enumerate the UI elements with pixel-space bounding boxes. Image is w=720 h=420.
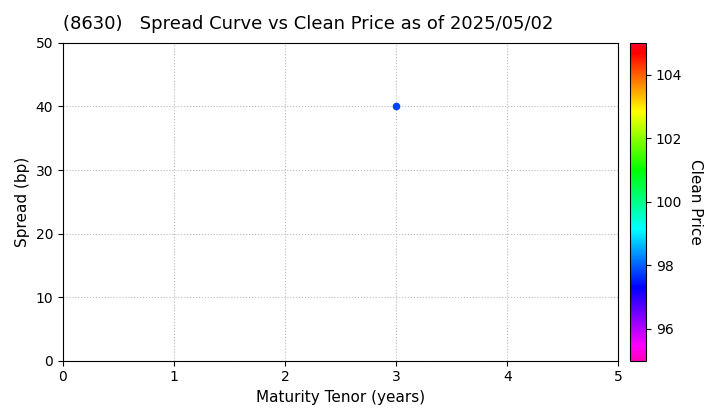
Y-axis label: Clean Price: Clean Price bbox=[688, 159, 703, 245]
Text: (8630)   Spread Curve vs Clean Price as of 2025/05/02: (8630) Spread Curve vs Clean Price as of… bbox=[63, 15, 553, 33]
X-axis label: Maturity Tenor (years): Maturity Tenor (years) bbox=[256, 390, 426, 405]
Y-axis label: Spread (bp): Spread (bp) bbox=[15, 157, 30, 247]
Point bbox=[390, 103, 402, 110]
